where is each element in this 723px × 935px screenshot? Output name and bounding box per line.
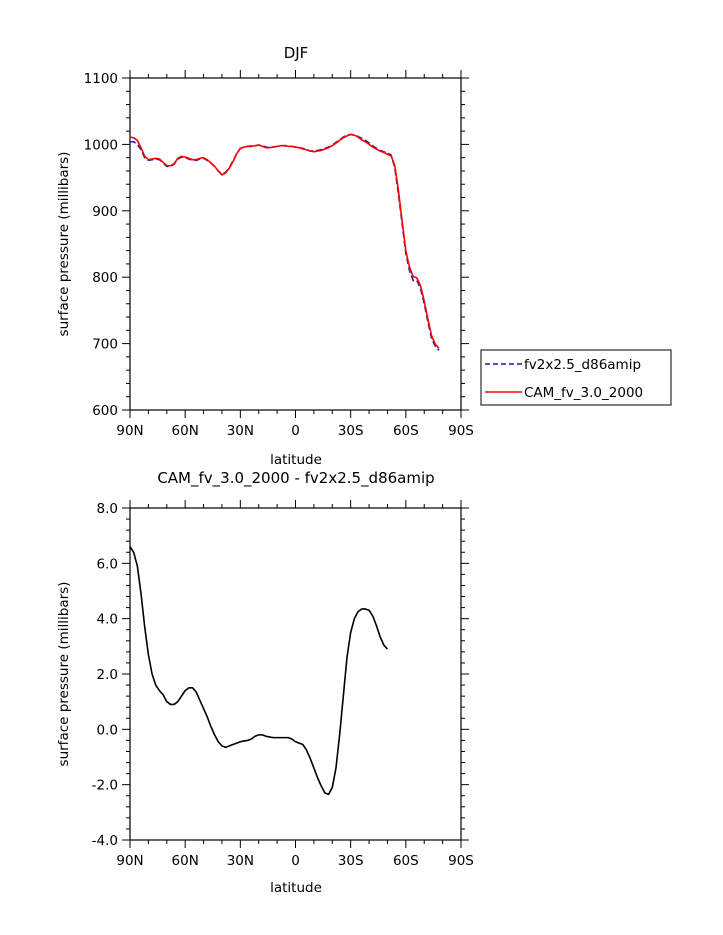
top-y-tick-label: 600 (92, 403, 118, 419)
bottom-y-tick-label: -2.0 (92, 778, 118, 794)
bottom-chart-title: CAM_fv_3.0_2000 - fv2x2.5_d86amip (157, 469, 434, 488)
top-y-axis-title: surface pressure (millibars) (56, 152, 72, 337)
bottom-y-tick-label: 2.0 (97, 667, 118, 683)
top-x-tick-label: 30S (338, 423, 364, 439)
top-x-tick-label: 30N (227, 423, 254, 439)
top-x-tick-label: 90N (116, 423, 143, 439)
legend-label-series-2: CAM_fv_3.0_2000 (524, 385, 643, 401)
top-x-tick-label: 60N (172, 423, 199, 439)
bottom-y-tick-label: -4.0 (92, 833, 118, 849)
bottom-x-tick-label: 0 (291, 853, 300, 869)
top-y-tick-label: 700 (92, 337, 118, 353)
bottom-y-tick-label: 6.0 (97, 556, 118, 572)
bottom-y-tick-label: 8.0 (97, 501, 118, 517)
top-y-tick-label: 800 (92, 270, 118, 286)
bottom-x-tick-label: 30N (227, 853, 254, 869)
top-y-tick-label: 1100 (84, 71, 118, 87)
bottom-x-tick-label: 90N (116, 853, 143, 869)
bottom-x-axis-title: latitude (270, 880, 322, 896)
top-x-axis-title: latitude (270, 452, 322, 468)
top-series-line-1 (130, 133, 440, 351)
bottom-plot-frame (129, 507, 462, 841)
bottom-y-tick-label: 0.0 (97, 722, 118, 738)
bottom-y-tick-label: 4.0 (97, 612, 118, 628)
top-x-tick-label: 90S (448, 423, 474, 439)
top-y-tick-label: 900 (92, 204, 118, 220)
bottom-x-tick-label: 30S (338, 853, 364, 869)
top-series-line-2 (129, 133, 440, 349)
top-x-tick-label: 0 (291, 423, 300, 439)
legend-box (480, 349, 672, 406)
bottom-x-tick-label: 60S (393, 853, 419, 869)
top-x-tick-label: 60S (393, 423, 419, 439)
legend-label-series-1: fv2x2.5_d86amip (524, 357, 641, 373)
legend: fv2x2.5_d86amip CAM_fv_3.0_2000 (480, 349, 672, 406)
top-y-tick-label: 1000 (84, 137, 118, 153)
bottom-series-line-1 (129, 546, 389, 796)
bottom-x-tick-label: 90S (448, 853, 474, 869)
bottom-chart-panel: CAM_fv_3.0_2000 - fv2x2.5_d86amip -4.0 -2… (56, 469, 474, 896)
bottom-x-tick-label: 60N (172, 853, 199, 869)
bottom-y-axis-title: surface pressure (millibars) (56, 582, 72, 767)
top-plot-frame (129, 77, 462, 411)
top-chart-panel: DJF 600 700 800 900 1000 1100 90N 60N 30N 0 30S 60… (56, 44, 672, 468)
top-chart-title: DJF (284, 44, 309, 62)
